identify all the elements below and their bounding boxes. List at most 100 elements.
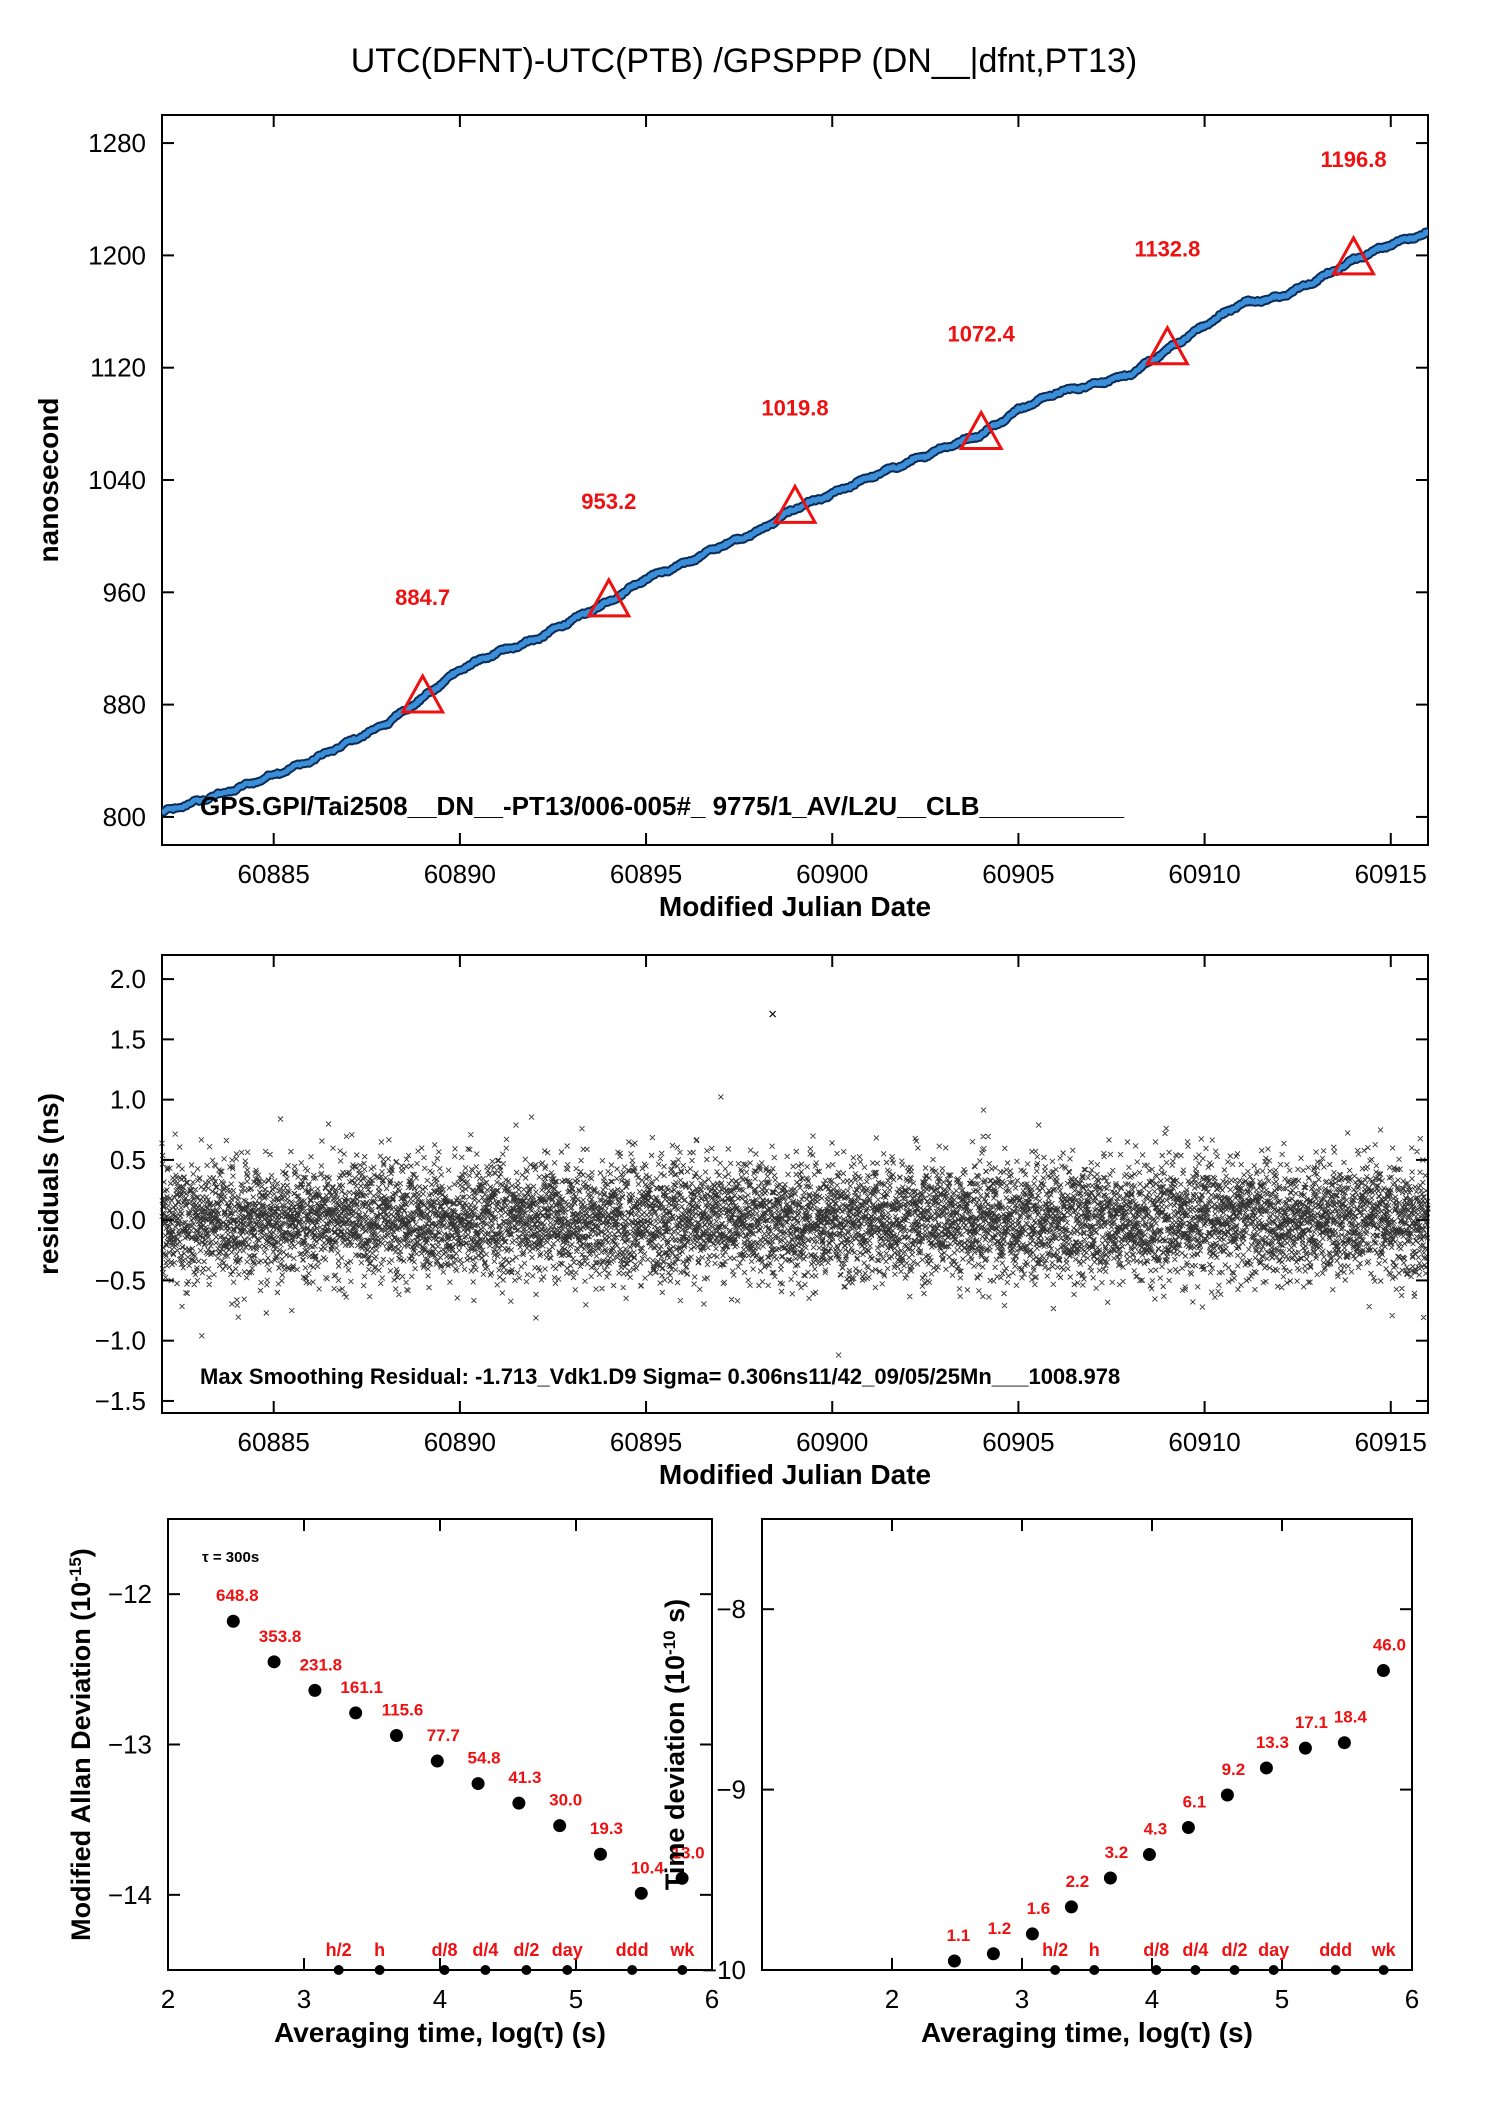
mdev-time-mark-dot (562, 1965, 573, 1975)
ts-xtick-label: 60900 (796, 859, 868, 889)
tdev-chart: 2 3 4 5 6 −8 −9 −10 Averaging time, log(τ) (s) Ti… (660, 1518, 1419, 2048)
ts-ytick-label: 1280 (88, 128, 146, 158)
tdev-time-mark-label: day (1258, 1940, 1289, 1960)
mdev-time-mark-label: day (552, 1940, 583, 1960)
ts-marker-label: 1196.8 (1320, 147, 1386, 172)
tdev-data-point (1025, 1927, 1039, 1941)
tdev-data-point (1103, 1871, 1117, 1885)
tdev-xtick-label: 6 (1405, 1984, 1419, 2014)
mdev-xtick-label: 2 (161, 1984, 175, 2014)
res-xtick-label: 60885 (238, 1427, 310, 1457)
ts-xtick-label: 60915 (1355, 859, 1427, 889)
ts-marker-triangle (772, 483, 818, 524)
ts-series-line (162, 229, 1428, 815)
tdev-time-mark-label: d/4 (1182, 1940, 1208, 1960)
tdev-time-mark-dot (1378, 1965, 1389, 1975)
tdev-time-mark-dot (1089, 1965, 1100, 1975)
mdev-time-mark-dot (374, 1965, 385, 1975)
ts-ytick-label: 800 (103, 802, 146, 832)
mdev-time-mark-label: wk (669, 1940, 695, 1960)
ts-ytick-label: 1120 (90, 353, 146, 383)
mdev-xtick-label: 4 (433, 1984, 447, 2014)
ts-marker-triangle (958, 409, 1004, 451)
tdev-data-point (1337, 1736, 1351, 1750)
res-scatter-points (159, 1094, 1431, 1358)
res-ytick-label: −1.5 (95, 1386, 146, 1416)
ts-marker-label: 1132.8 (1134, 237, 1200, 262)
tdev-x-axis-label: Averaging time, log(τ) (s) (921, 2017, 1253, 2048)
tdev-time-mark-label: wk (1371, 1940, 1397, 1960)
mdev-xtick-label: 5 (569, 1984, 583, 2014)
ts-marker-triangle (1144, 324, 1190, 366)
mdev-ytick-label: −12 (108, 1579, 152, 1609)
mdev-time-mark-label: d/4 (472, 1940, 498, 1960)
mdev-tau-note: τ = 300s (202, 1549, 259, 1566)
mdev-data-point (634, 1886, 648, 1900)
tdev-time-mark-dot (1050, 1965, 1061, 1975)
tdev-data-label: 1.1 (947, 1926, 971, 1945)
mdev-data-point (349, 1706, 363, 1720)
mdev-data-point (512, 1796, 526, 1810)
mdev-ytick-label: −14 (108, 1880, 152, 1910)
mdev-time-mark-label: d/8 (431, 1940, 457, 1960)
ts-marker-label: 953.2 (581, 489, 636, 514)
tdev-data-label: 18.4 (1334, 1708, 1368, 1727)
page-title: UTC(DFNT)-UTC(PTB) /GPSPPP (DN__|dfnt,PT… (350, 42, 1138, 80)
mdev-time-mark-dot (333, 1965, 344, 1975)
res-ytick-label: 0.0 (110, 1205, 146, 1235)
ts-ytick-label: 1200 (88, 240, 146, 270)
ts-xtick-label: 60910 (1168, 859, 1240, 889)
res-y-axis-label: residuals (ns) (33, 1093, 64, 1275)
mdev-data-label: 41.3 (508, 1768, 541, 1787)
mdev-time-mark-label: ddd (616, 1940, 649, 1960)
ts-marker-label: 884.7 (395, 585, 450, 610)
ts-xtick-label: 60905 (982, 859, 1054, 889)
res-ytick-label: 2.0 (110, 964, 146, 994)
tdev-data-label: 1.6 (1027, 1899, 1051, 1918)
tdev-xtick-label: 3 (1015, 1984, 1029, 2014)
ts-marker-triangle (586, 576, 632, 618)
tdev-time-mark-label: d/2 (1222, 1940, 1248, 1960)
mdev-data-label: 19.3 (590, 1819, 623, 1838)
residuals-chart: 60885 60890 60895 60900 60905 60910 60915 −1.5 −… (33, 954, 1431, 1490)
mdev-data-point (430, 1754, 444, 1768)
ts-y-axis-label: nanosecond (33, 398, 64, 563)
tdev-data-point (947, 1954, 961, 1968)
tdev-y-axis-label: Time deviation (10-10 s) (660, 1599, 691, 1890)
mdev-chart: 2 3 4 5 6 −12 −13 −14 Averaging time, log(τ) (s)… (66, 1518, 719, 2048)
res-ytick-label: 1.5 (110, 1024, 146, 1054)
tdev-time-mark-dot (1229, 1965, 1240, 1975)
mdev-data-label: 648.8 (216, 1586, 259, 1605)
ts-xtick-label: 60895 (610, 859, 682, 889)
mdev-data-point (675, 1871, 689, 1885)
tdev-data-point (1181, 1820, 1195, 1834)
ts-footer-text: GPS.GPI/Tai2508__DN__-PT13/006-005#_ 977… (200, 791, 1125, 821)
res-xtick-label: 60890 (424, 1427, 496, 1457)
mdev-xtick-label: 6 (705, 1984, 719, 2014)
ts-ytick-label: 880 (103, 690, 146, 720)
tdev-time-mark-label: d/8 (1143, 1940, 1169, 1960)
tdev-data-label: 4.3 (1144, 1820, 1168, 1839)
mdev-y-axis-label: Modified Allan Deviation (10-15) (66, 1548, 97, 1941)
mdev-time-mark-label: h/2 (326, 1940, 352, 1960)
ts-marker-triangle (400, 672, 446, 714)
mdev-time-mark-dot (677, 1965, 688, 1975)
tdev-data-label: 17.1 (1295, 1713, 1328, 1732)
res-xtick-label: 60900 (796, 1427, 868, 1457)
tdev-data-label: 2.2 (1066, 1872, 1090, 1891)
res-xtick-label: 60895 (610, 1427, 682, 1457)
tdev-xtick-label: 5 (1275, 1984, 1289, 2014)
mdev-data-point (553, 1819, 567, 1833)
tdev-ytick-label: −10 (702, 1955, 746, 1985)
mdev-data-point (226, 1614, 240, 1628)
mdev-x-axis-label: Averaging time, log(τ) (s) (274, 2017, 606, 2048)
tdev-frame (761, 1518, 1413, 1971)
tdev-time-mark-dot (1330, 1965, 1341, 1975)
tdev-time-mark-label: h (1089, 1940, 1100, 1960)
mdev-time-mark-label: h (374, 1940, 385, 1960)
mdev-data-label: 115.6 (382, 1700, 424, 1719)
res-max-point (769, 1010, 777, 1018)
tdev-time-mark-dot (1268, 1965, 1279, 1975)
